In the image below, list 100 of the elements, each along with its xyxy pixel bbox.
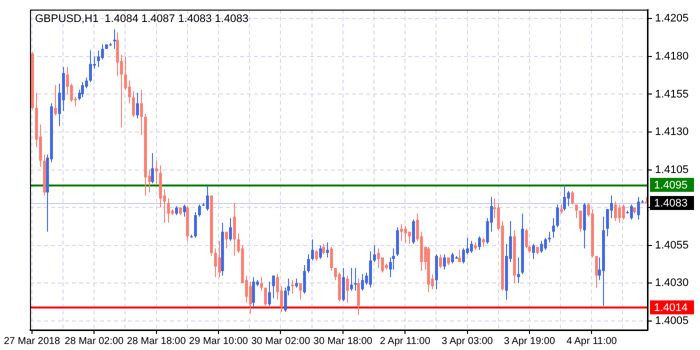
x-tick-label: 30 Mar 02:00 (251, 336, 311, 347)
candlestick (291, 280, 294, 294)
candlestick (575, 204, 578, 219)
candlestick (579, 210, 582, 232)
candlestick (544, 237, 547, 250)
candlestick (268, 281, 271, 306)
candlestick (81, 82, 84, 98)
x-tick-label: 28 Mar 18:00 (126, 336, 186, 347)
candlestick (439, 254, 442, 269)
candlestick (249, 281, 252, 314)
x-tick-label: 27 Mar 2018 (4, 336, 60, 347)
candlestick (377, 248, 380, 269)
candlestick (443, 254, 446, 270)
candlestick (361, 274, 364, 292)
candlestick (400, 224, 403, 242)
candlestick (560, 204, 563, 214)
candlestick (540, 240, 543, 254)
candlestick (478, 236, 481, 250)
candlestick (260, 276, 263, 292)
ref-line-label: 1.4014 (654, 302, 688, 314)
candlestick (571, 190, 574, 206)
candlestick (563, 184, 566, 212)
y-tick-label: 1.4105 (655, 164, 689, 176)
candlestick (194, 212, 197, 238)
x-tick-label: 29 Mar 10:00 (189, 336, 248, 347)
candlestick (458, 249, 461, 262)
y-tick-label: 1.4130 (655, 126, 689, 138)
candlestick (319, 244, 322, 260)
candlestick (373, 244, 376, 262)
candlestick (614, 201, 617, 222)
candlestick (218, 240, 221, 278)
candlestick (116, 32, 119, 77)
candlestick (342, 268, 345, 302)
candlestick (233, 202, 236, 256)
candlestick (322, 243, 325, 255)
candlestick (136, 92, 139, 119)
candlestick (264, 287, 267, 306)
candlestick (381, 256, 384, 274)
x-tick-label: 3 Apr 19:00 (504, 336, 556, 347)
candlestick (155, 160, 158, 186)
x-tick-label: 3 Apr 03:00 (442, 336, 494, 347)
candlestick (637, 196, 640, 220)
candlestick (408, 231, 411, 244)
candlestick (622, 204, 625, 220)
candlestick (552, 218, 555, 238)
candlestick (97, 50, 100, 68)
x-tick-label: 2 Apr 11:00 (380, 336, 431, 347)
candlestick (225, 231, 228, 249)
candlestick (330, 246, 333, 272)
y-tick-label: 1.4055 (655, 239, 689, 252)
y-tick-label: 1.4030 (655, 277, 689, 290)
candlestick (303, 264, 306, 294)
candlestick (132, 90, 135, 118)
x-tick-label: 30 Mar 18:00 (313, 336, 373, 347)
candlestick (326, 242, 329, 258)
candlestick (517, 256, 520, 284)
candlestick (151, 152, 154, 184)
candlestick (567, 190, 570, 207)
chart-title: GBPUSD,H1 1.4084 1.4087 1.4083 1.4083 (35, 13, 248, 26)
candlestick (350, 268, 353, 292)
candlestick (595, 255, 598, 288)
x-tick-label: 28 Mar 02:00 (64, 336, 124, 347)
candlestick (548, 231, 551, 243)
candlestick (140, 89, 143, 136)
x-tick-label: 4 Apr 11:00 (566, 336, 618, 347)
candlestick (532, 243, 535, 260)
candlestick (357, 278, 360, 316)
y-tick-label: 1.4205 (655, 12, 689, 25)
candlestick (214, 248, 217, 278)
candlestick (618, 204, 621, 224)
candlestick (272, 275, 275, 299)
candlestick (183, 204, 186, 218)
candlestick (229, 218, 232, 242)
candlestick (315, 249, 318, 261)
candlestick (630, 204, 633, 220)
candlestick (113, 28, 116, 50)
candlestick (299, 282, 302, 300)
candlestick (295, 278, 298, 288)
candlestick (311, 238, 314, 261)
y-tick-label: 1.4005 (655, 314, 689, 327)
candlestick (198, 204, 201, 218)
y-tick-label: 1.4180 (655, 50, 689, 62)
candlestick (89, 50, 92, 83)
candlestick (482, 237, 485, 248)
candlestick (412, 219, 415, 244)
ref-line-label: 1.4095 (654, 179, 688, 192)
candlestick (175, 206, 178, 216)
candlestick (354, 268, 357, 292)
candlestick (525, 228, 528, 249)
candlestick (101, 44, 104, 60)
candlestick (404, 225, 407, 243)
ref-line-label: 1.4083 (654, 198, 688, 210)
candlestick (167, 198, 170, 224)
candlestick (451, 252, 454, 264)
candlestick (54, 84, 57, 116)
candlestick (307, 254, 310, 274)
candlestick (462, 248, 465, 264)
candlestick (556, 204, 559, 228)
candlestick (470, 240, 473, 254)
candlestick (346, 275, 349, 304)
